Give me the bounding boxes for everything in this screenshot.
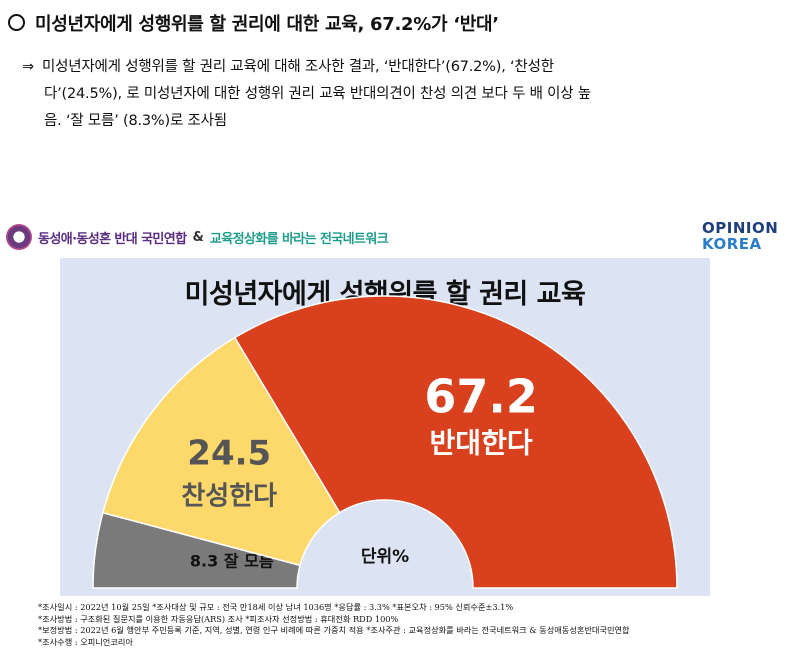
arrow-icon: ⇒ bbox=[22, 59, 34, 75]
brand-banner: 동성애·동성혼 반대 국민연합 & 교육정상화를 바라는 전국네트워크 bbox=[6, 222, 389, 252]
slice-label-oppose: 반대한다 bbox=[430, 426, 533, 459]
opinion-korea-logo: OPINION KOREA bbox=[702, 220, 788, 252]
footnote-line: *조사수행 : 오피니언코리아 bbox=[38, 636, 133, 647]
slice-oppose bbox=[233, 295, 678, 589]
footnote-line: *보정방법 : 2022년 6월 행안부 주민등록 기준, 지역, 성별, 연령… bbox=[38, 625, 630, 635]
footnote-line: *조사방법 : 구조화된 질문지를 이용한 자동응답(ARS) 조사 *피조사자… bbox=[38, 613, 399, 624]
summary-paragraph: ⇒ 미성년자에게 성행위를 할 권리 교육에 대해 조사한 결과, ‘반대한다’(… bbox=[22, 54, 780, 135]
slice-label-support: 찬성한다 bbox=[181, 482, 277, 512]
organization-2: 교육정상화를 바라는 전국네트워크 bbox=[209, 231, 389, 247]
organization-1: 동성애·동성혼 반대 국민연합 bbox=[38, 231, 187, 247]
logo-line-2: KOREA bbox=[702, 235, 762, 253]
paragraph-line-1: 미성년자에게 성행위를 할 권리 교육에 대해 조사한 결과, ‘반대한다’(6… bbox=[41, 59, 554, 75]
slice-value-oppose: 67.2 bbox=[424, 369, 538, 423]
paragraph-line-2: 다’(24.5%), 로 미성년자에 대한 성행위 권리 교육 반대의견이 찬성… bbox=[44, 86, 592, 102]
slice-support bbox=[101, 336, 341, 567]
circle-bullet-icon bbox=[8, 14, 25, 31]
slice-label-unknown: 8.3 잘 모름 bbox=[190, 551, 274, 570]
paragraph-line-3: 음. ‘잘 모름’ (8.3%)로 조사됨 bbox=[44, 113, 227, 129]
footnote-line: *조사일시 : 2022년 10월 25일 *조사대상 및 규모 : 전국 만1… bbox=[38, 602, 514, 612]
organization-seal-icon bbox=[6, 224, 32, 250]
heading-text: 미성년자에게 성행위를 할 권리에 대한 교육, 67.2%가 ‘반대’ bbox=[35, 14, 499, 35]
survey-footnotes: *조사일시 : 2022년 10월 25일 *조사대상 및 규모 : 전국 만1… bbox=[38, 602, 630, 648]
chart-panel: 미성년자에게 성행위를 할 권리 교육 8.3 잘 모름 24.5 찬성한다 67.2… bbox=[60, 258, 710, 596]
slice-value-support: 24.5 bbox=[187, 434, 271, 474]
ampersand: & bbox=[192, 229, 204, 245]
unit-label: 단위% bbox=[361, 547, 409, 567]
logo-line-1: OPINION bbox=[702, 219, 779, 237]
section-heading: 미성년자에게 성행위를 할 권리에 대한 교육, 67.2%가 ‘반대’ bbox=[8, 10, 499, 36]
